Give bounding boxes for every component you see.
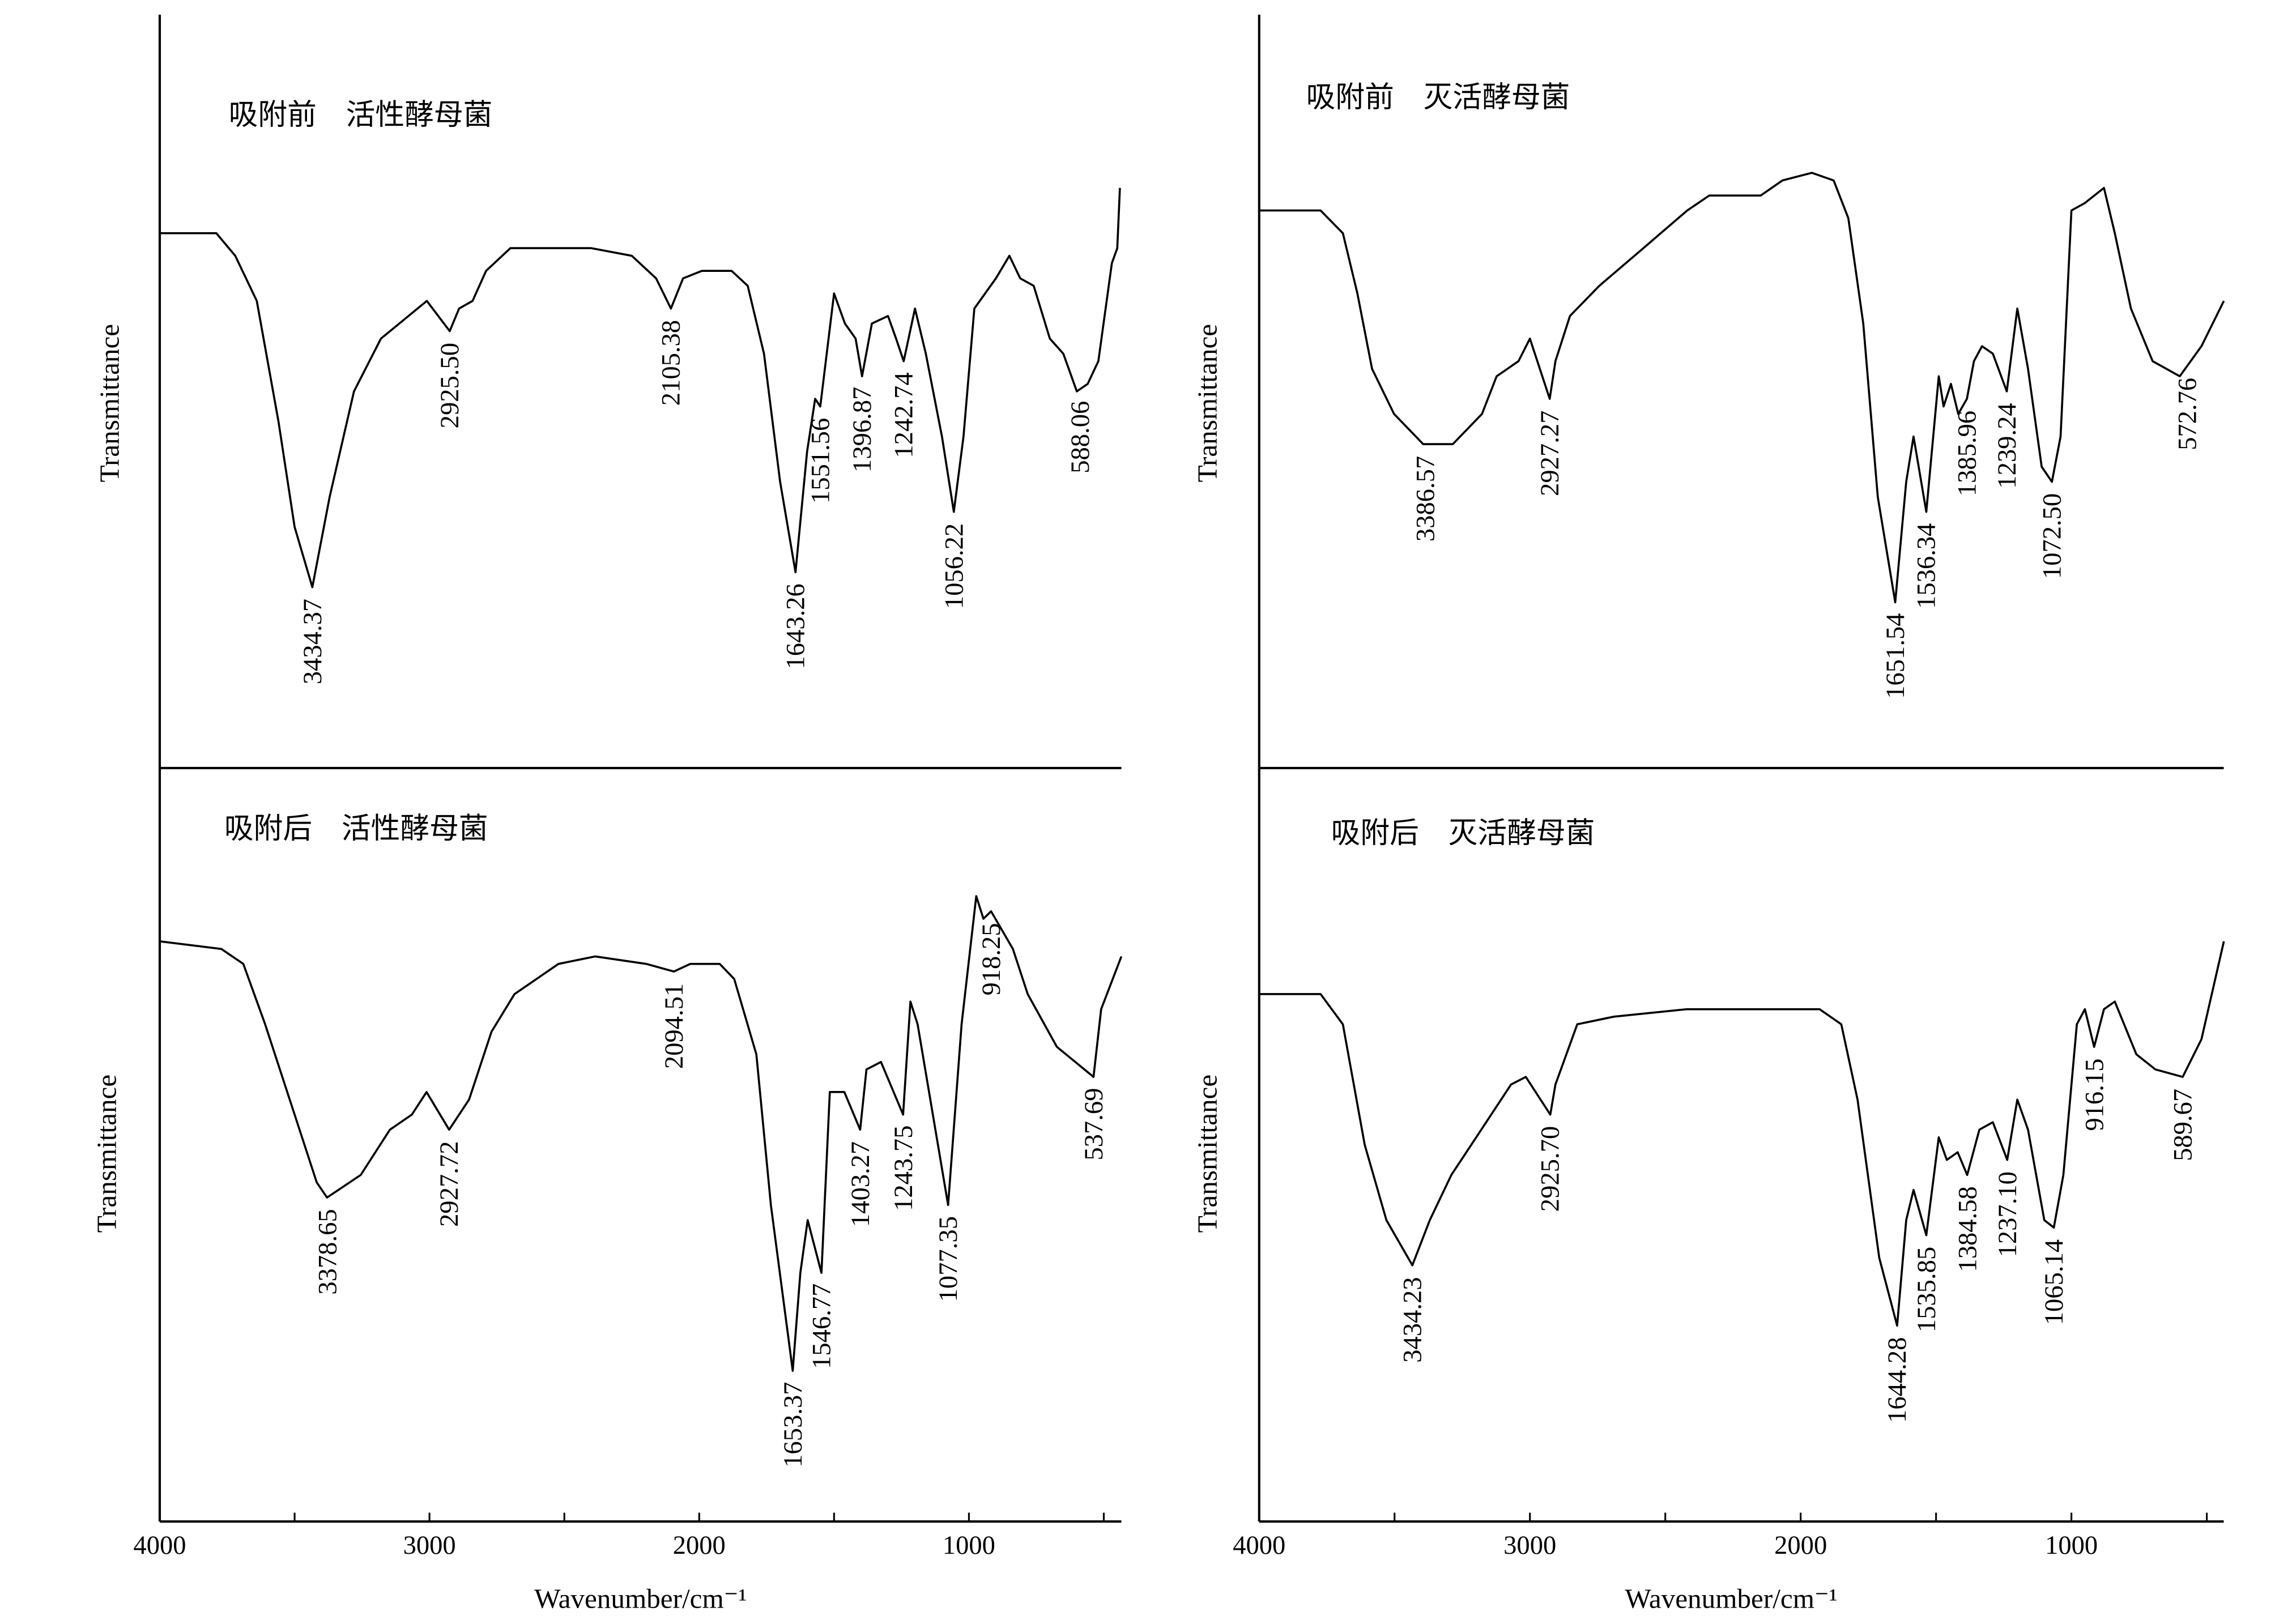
peak-label: 1551.56 [806,418,835,504]
peak-label: 1536.34 [1912,523,1941,609]
peak-label: 1535.85 [1912,1247,1941,1332]
peak-label: 2925.50 [436,343,465,428]
x-axis-label: Wavenumber/cm⁻¹ [534,1583,747,1614]
panel-title: 吸附前 活性酵母菌 [229,99,493,131]
spectrum-line [159,895,1123,1372]
y-axis-label: Transmittance [94,324,125,482]
peak-label: 1644.28 [1883,1337,1912,1423]
peak-label: 1242.74 [889,372,918,458]
peak-label: 1385.96 [1953,411,1982,496]
peak-label: 916.15 [2080,1059,2109,1131]
spectrum-line [1259,172,2225,604]
panel-title: 吸附前 灭活酵母菌 [1306,82,1570,114]
peak-label: 3386.57 [1411,456,1440,542]
panel-title: 吸附后 灭活酵母菌 [1331,817,1595,850]
x-tick-label: 2000 [673,1531,726,1560]
peak-label: 1384.58 [1953,1186,1982,1272]
y-axis-label: Transmittance [91,1075,122,1233]
peak-label: 3378.65 [313,1209,342,1294]
peak-label: 1396.87 [848,387,877,472]
peak-label: 1239.24 [1993,403,2022,488]
x-tick-label: 3000 [403,1531,456,1560]
x-tick-label: 1000 [2045,1531,2098,1560]
peak-label: 589.67 [2169,1089,2197,1161]
peak-label: 1065.14 [2040,1239,2069,1325]
y-axis-label: Transmittance [1192,324,1223,482]
peak-label: 1653.37 [779,1382,808,1467]
peak-label: 1077.35 [934,1216,963,1302]
peak-label: 572.76 [2173,378,2202,450]
spectrum-line [1259,941,2225,1327]
x-tick-label: 4000 [133,1531,186,1560]
peak-label: 537.69 [1080,1088,1109,1161]
x-tick-label: 2000 [1774,1531,1827,1560]
peak-label: 2925.70 [1536,1126,1565,1212]
peak-label: 2927.27 [1536,411,1565,496]
peak-label: 588.06 [1066,401,1095,474]
y-axis-label: Transmittance [1192,1075,1223,1233]
x-axis-label: Wavenumber/cm⁻¹ [1625,1583,1837,1614]
x-tick-label: 1000 [943,1531,995,1560]
peak-label: 1546.77 [808,1284,837,1369]
axes [158,14,2224,1523]
panel-title: 吸附后 活性酵母菌 [224,813,488,845]
peak-label: 3434.37 [299,599,327,684]
peak-label: 1072.50 [2038,493,2067,579]
peak-label: 2094.51 [660,983,689,1069]
peak-label: 1056.22 [940,523,969,609]
x-tick-label: 3000 [1503,1531,1556,1560]
spectrum-line [160,187,1121,589]
x-tick-label: 4000 [1233,1531,1285,1560]
peak-label: 1643.26 [782,583,811,669]
peak-label: 3434.23 [1399,1277,1428,1362]
peak-label: 1403.27 [846,1141,875,1227]
peak-label: 918.25 [977,923,1006,995]
peak-label: 1651.54 [1881,613,1910,698]
peak-label: 2105.38 [657,320,686,406]
peak-label: 1237.10 [1993,1171,2022,1257]
peak-label: 2927.72 [435,1141,464,1227]
peak-label: 1243.75 [889,1126,918,1211]
